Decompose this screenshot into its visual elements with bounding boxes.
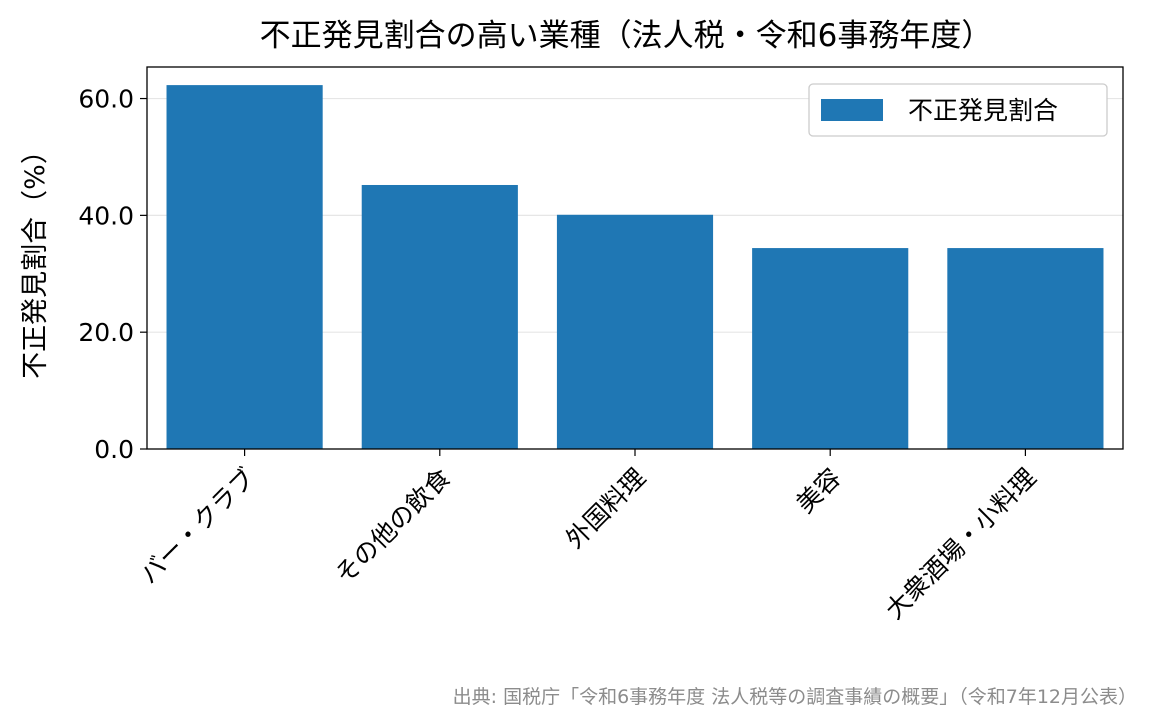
y-tick-label: 0.0	[94, 435, 134, 464]
bar	[556, 214, 714, 449]
y-axis-title: 不正発見割合（%）	[20, 137, 51, 379]
bar	[361, 184, 518, 449]
bar	[947, 248, 1104, 449]
bar	[166, 85, 323, 450]
legend-box	[808, 83, 1108, 137]
legend: 不正発見割合	[808, 83, 1108, 137]
y-axis: 0.0 20.0 40.0 60.0	[78, 85, 147, 464]
legend-swatch	[821, 99, 883, 121]
bar	[752, 248, 909, 449]
bar-group	[166, 85, 1104, 450]
y-tick-label: 20.0	[78, 318, 134, 347]
source-note: 出典: 国税庁「令和6事務年度 法人税等の調査事績の概要」（令和7年12月公表）	[453, 686, 1137, 708]
y-tick-label: 60.0	[78, 85, 134, 114]
y-tick-label: 40.0	[78, 201, 134, 230]
chart-title: 不正発見割合の高い業種（法人税・令和6事務年度）	[260, 18, 993, 54]
legend-label: 不正発見割合	[908, 96, 1058, 125]
